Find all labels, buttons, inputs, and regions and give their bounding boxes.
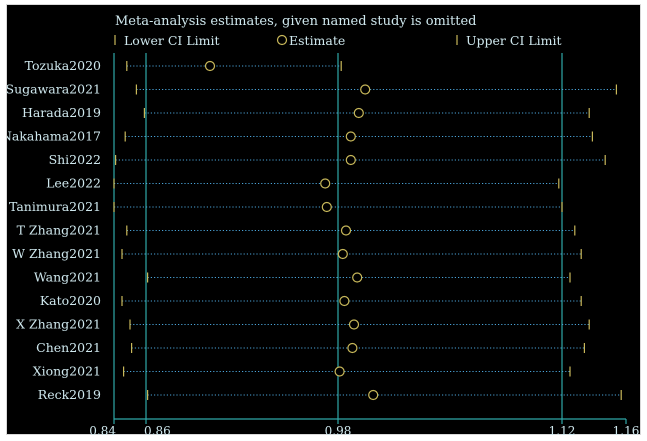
estimate-marker xyxy=(352,272,363,283)
estimate-marker xyxy=(204,60,216,72)
study-label: Chen2021 xyxy=(36,340,101,355)
study-label: Harada2019 xyxy=(22,105,101,120)
legend-label: Estimate xyxy=(289,33,345,48)
estimate-marker xyxy=(368,389,379,401)
study-label: Nakahama2017 xyxy=(7,129,101,144)
estimate-marker xyxy=(353,107,364,119)
legend-label: Lower CI Limit xyxy=(124,33,220,48)
study-label: T Zhang2021 xyxy=(17,223,101,238)
estimate-marker xyxy=(360,84,371,95)
estimate-marker xyxy=(347,342,358,354)
legend-marker-circle xyxy=(276,34,288,46)
estimate-marker xyxy=(340,225,352,236)
study-label: X Zhang2021 xyxy=(16,317,101,332)
study-label: Kato2020 xyxy=(40,293,101,308)
legend-label: Upper CI Limit xyxy=(466,33,562,48)
study-label: Shi2022 xyxy=(49,152,101,167)
study-label: W Zhang2021 xyxy=(12,246,101,261)
estimate-marker xyxy=(321,201,332,213)
study-label: Tanimura2021 xyxy=(9,199,101,214)
forest-plot: Meta-analysis estimates, given named stu… xyxy=(7,14,640,436)
study-label: Wang2021 xyxy=(34,270,101,285)
estimate-marker xyxy=(345,154,356,166)
chart-title: Meta-analysis estimates, given named stu… xyxy=(115,14,476,29)
x-tick-label: 0.84 xyxy=(89,424,116,436)
study-label: Reck2019 xyxy=(38,387,101,402)
estimate-marker xyxy=(345,131,356,142)
estimate-marker xyxy=(334,366,345,377)
x-tick-label: 0.86 xyxy=(144,424,171,436)
x-tick-label: 1.16 xyxy=(613,424,640,436)
study-label: Xiong2021 xyxy=(33,364,101,379)
plot-frame: Meta-analysis estimates, given named stu… xyxy=(6,4,641,436)
study-label: Tozuka2020 xyxy=(25,58,101,73)
estimate-marker xyxy=(320,178,331,189)
estimate-marker xyxy=(348,319,360,330)
estimate-marker xyxy=(339,295,350,307)
study-label: Lee2022 xyxy=(46,176,101,191)
study-label: Sugawara2021 xyxy=(7,82,101,97)
x-tick-label: 1.12 xyxy=(549,424,576,436)
x-tick-label: 0.98 xyxy=(325,424,352,436)
estimate-marker xyxy=(337,248,348,260)
